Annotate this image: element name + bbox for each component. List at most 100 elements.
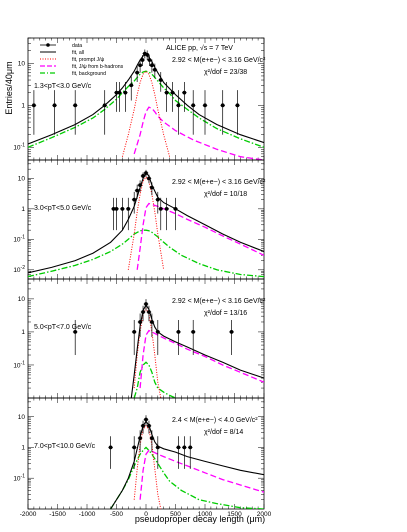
curve-background (28, 229, 264, 278)
y-tick-label: 1 (21, 206, 25, 213)
legend-entry-data: data (40, 43, 82, 49)
legend-label-fit-all: fit, all (72, 50, 84, 56)
x-tick-label: 2000 (257, 511, 272, 518)
data-points (108, 415, 193, 469)
pt-bin-label: 7.0<pT<10.0 GeV/c (34, 443, 96, 450)
legend-entry-fit-all: fit, all (40, 50, 84, 56)
chi2-label: χ²/dof = 10/18 (204, 191, 247, 198)
data-point (147, 310, 151, 314)
chi2-label: χ²/dof = 23/38 (204, 69, 247, 76)
data-point (158, 78, 163, 82)
legend-label-data: data (72, 43, 82, 49)
legend-entry-nonprompt: fit, J/ψ from b-hadrons (40, 64, 124, 70)
data-point (145, 52, 150, 57)
y-tick-label: 10 (18, 296, 26, 303)
y-tick-label-base: 10 (13, 267, 21, 274)
data-point (32, 103, 36, 108)
x-tick-label: 1000 (198, 511, 213, 518)
experiment-label: ALICE pp, √s = 7 TeV (166, 44, 233, 52)
pt-bin-label: 3.0<pT<5.0 GeV/c (34, 205, 92, 212)
data-point (176, 445, 181, 450)
mass-window-label: 2.92 < M(e+e−) < 3.16 GeV/c² (172, 179, 266, 186)
fit-curves (130, 304, 264, 398)
data-point (235, 103, 240, 108)
data-point (155, 330, 160, 334)
legend-label-nonprompt: fit, J/ψ from b-hadrons (72, 64, 124, 70)
data-point (144, 302, 148, 306)
data-point (73, 330, 78, 334)
x-tick-label: -1500 (49, 511, 66, 518)
legend-marker (46, 43, 50, 47)
data-point (147, 176, 151, 181)
data-point (182, 90, 187, 95)
data-point (132, 445, 137, 450)
curve-all (130, 304, 264, 398)
data-points (72, 299, 234, 356)
data-point (132, 197, 137, 202)
mass-window-label: 2.4 < M(e+e−) < 4.0 GeV/c² (172, 417, 258, 424)
data-point (155, 445, 160, 450)
data-point (135, 188, 140, 193)
y-tick-label-exponent: -1 (21, 235, 26, 241)
x-axis-title: pseudoproper decay length (μm) (135, 514, 265, 524)
data-point (141, 310, 145, 314)
curve-nonprompt (136, 202, 264, 270)
data-point (141, 174, 145, 178)
y-tick-label: 1 (21, 329, 25, 336)
data-point (150, 185, 154, 190)
data-point (203, 103, 207, 108)
y-tick-label-base: 10 (13, 475, 21, 482)
chi2-label: χ²/dof = 8/14 (204, 429, 243, 436)
curve-background (110, 446, 264, 509)
curve-nonprompt (139, 449, 264, 500)
data-point (147, 58, 152, 62)
data-point (117, 90, 122, 95)
y-axis-title: Entries/40μm (4, 61, 14, 114)
data-point (152, 67, 157, 72)
data-point (144, 171, 148, 175)
x-tick-label: 500 (170, 511, 181, 518)
mass-window-label: 2.92 < M(e+e−) < 3.16 GeV/c² (172, 57, 266, 64)
data-point (164, 206, 169, 211)
data-point (188, 445, 193, 450)
y-tick-label-exponent: -2 (21, 265, 26, 271)
y-tick-label-base: 10 (13, 362, 21, 369)
curve-nonprompt (139, 329, 264, 389)
data-point (220, 103, 225, 108)
data-point (129, 83, 134, 88)
x-tick-label: 0 (144, 511, 148, 518)
data-point (73, 103, 78, 108)
data-point (120, 206, 125, 211)
legend-label-background: fit, background (72, 71, 106, 77)
legend-entry-prompt: fit, prompt J/ψ (40, 57, 105, 63)
y-tick-label: 10-1 (13, 473, 25, 482)
pt-bin-label: 1.3<pT<3.0 GeV/c (34, 83, 92, 90)
data-points (31, 49, 240, 135)
data-point (191, 330, 196, 334)
x-tick-label: -1000 (79, 511, 96, 518)
data-point (140, 58, 145, 62)
data-point (176, 103, 181, 108)
data-point (155, 197, 160, 202)
data-point (176, 330, 181, 334)
data-point (111, 206, 116, 211)
data-point (52, 103, 57, 108)
y-tick-label-exponent: -1 (21, 473, 26, 479)
x-tick-label: 1500 (227, 511, 242, 518)
y-tick-label: 10-1 (13, 360, 25, 369)
mass-window-label: 2.92 < M(e+e−) < 3.16 GeV/c² (172, 298, 266, 305)
y-tick-label: 10 (18, 176, 26, 183)
y-tick-label-base: 10 (13, 237, 21, 244)
data-point (158, 206, 163, 211)
y-tick-label-exponent: -1 (21, 143, 26, 149)
data-point (126, 206, 131, 211)
legend-label-prompt: fit, prompt J/ψ (72, 57, 105, 63)
